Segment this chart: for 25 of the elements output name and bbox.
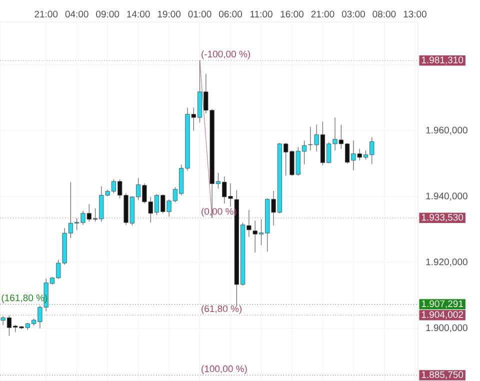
x-tick-label: 04:00 — [65, 10, 88, 18]
y-tick-label: 1.900,000 — [426, 324, 468, 332]
x-tick-label: 03:00 — [342, 10, 365, 18]
ref-line-label: 1.885,750 — [422, 371, 464, 380]
x-tick-label: 14:00 — [127, 10, 150, 18]
y-tick-label: 1.920,000 — [426, 258, 468, 266]
y-tick-label: 1.960,000 — [426, 126, 468, 135]
annotation: (-100,00 %) — [202, 50, 250, 60]
ref-line-label: 1.904,002 — [422, 311, 463, 320]
x-tick-label: 21:00 — [34, 10, 58, 18]
x-tick-label: 13:00 — [404, 10, 426, 18]
x-tick-label: 09:00 — [96, 10, 120, 18]
annotation: (100,00 %) — [202, 365, 247, 374]
x-tick-label: 16:00 — [280, 10, 304, 18]
annotation: (61,80 %) — [202, 305, 242, 314]
x-tick-label: 08:00 — [372, 10, 396, 18]
ref-line-label: 1.981,310 — [422, 56, 464, 64]
y-tick-label: 1.940,000 — [426, 192, 468, 200]
x-tick-label: 11:00 — [250, 10, 272, 18]
x-tick-label: 21:00 — [311, 10, 334, 18]
ref-line-label: 1.907,291 — [422, 300, 463, 308]
x-tick-label: 01:00 — [188, 10, 212, 18]
ref-line-label: 1.933,530 — [422, 214, 464, 222]
x-tick-label: 19:00 — [158, 10, 181, 18]
x-tick-label: 06:00 — [219, 10, 242, 18]
